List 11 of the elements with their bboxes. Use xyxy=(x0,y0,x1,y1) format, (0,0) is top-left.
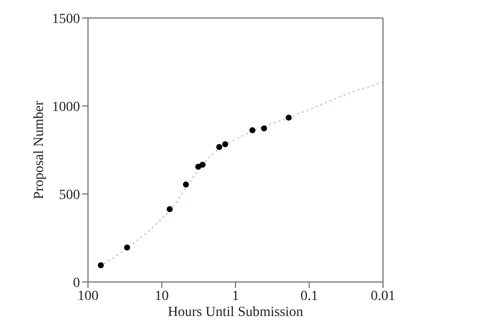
y-axis-title: Proposal Number xyxy=(32,100,47,200)
y-tick-label: 1000 xyxy=(52,100,80,115)
y-tick-label: 1500 xyxy=(52,12,80,27)
x-tick-label: 100 xyxy=(78,288,98,304)
x-tick-label: 0.1 xyxy=(300,288,318,304)
x-axis-title: Hours Until Submission xyxy=(168,305,304,320)
y-tick-label: 0 xyxy=(73,276,80,291)
x-tick-label: 10 xyxy=(154,288,169,304)
y-tick-label: 500 xyxy=(59,188,80,203)
x-tick-label: 1 xyxy=(232,288,239,304)
x-tick-label: 0.01 xyxy=(370,288,396,304)
